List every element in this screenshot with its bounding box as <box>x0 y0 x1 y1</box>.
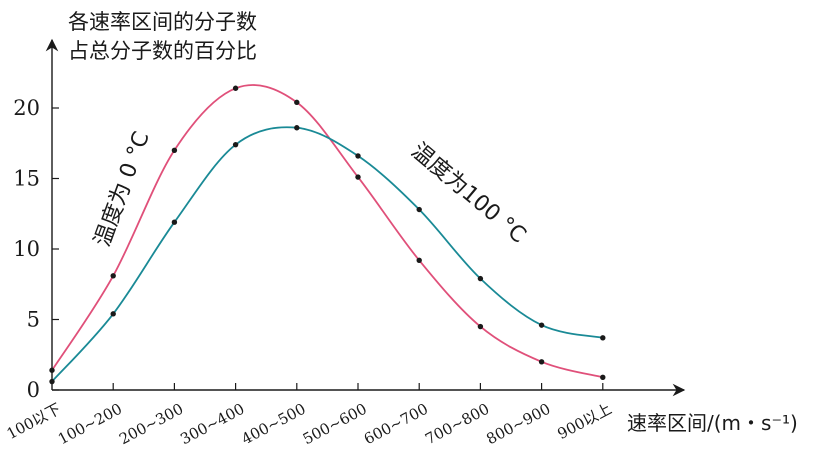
data-point <box>355 153 361 159</box>
data-point <box>294 125 300 131</box>
y-axis-title-line-1: 各速率区间的分子数 <box>68 10 257 34</box>
y-tick-label: 0 <box>27 378 40 402</box>
x-tick-label: 900以上 <box>554 400 614 443</box>
x-ticks: 100以下100~200200~300300~400400~500500~600… <box>4 383 615 448</box>
data-point <box>416 206 422 213</box>
data-point <box>416 257 422 263</box>
x-tick-label: 500~600 <box>300 400 370 449</box>
data-point <box>477 275 484 282</box>
series-points <box>49 85 606 385</box>
y-tick-label: 15 <box>13 167 40 191</box>
data-point <box>110 273 116 279</box>
data-point <box>538 322 545 328</box>
data-point <box>232 141 239 148</box>
y-axis-title-line-2: 占总分子数的百分比 <box>68 39 257 63</box>
y-tick-label: 5 <box>27 308 40 332</box>
series-label-0c: 温度为 0 °C <box>90 128 155 250</box>
series-lines <box>51 84 604 383</box>
data-point <box>600 374 606 381</box>
x-tick-label: 300~400 <box>177 400 247 449</box>
series-line-0 <box>51 84 604 379</box>
data-point <box>538 359 545 365</box>
x-tick-label: 600~700 <box>361 400 431 449</box>
data-point <box>49 367 55 373</box>
y-tick-label: 10 <box>13 237 40 261</box>
data-point <box>600 335 606 341</box>
y-tick-label: 20 <box>13 96 40 120</box>
data-point <box>294 99 300 106</box>
x-tick-label: 200~300 <box>116 400 186 449</box>
data-point <box>232 85 239 91</box>
x-tick-label: 100以下 <box>4 400 64 443</box>
x-tick-label: 800~900 <box>483 400 553 449</box>
data-point <box>110 311 116 317</box>
series-line-1 <box>51 126 603 383</box>
x-tick-label: 700~800 <box>422 400 492 449</box>
data-point <box>171 147 178 153</box>
data-point <box>355 174 361 180</box>
x-tick-label: 100~200 <box>55 400 125 449</box>
data-point <box>49 378 55 385</box>
x-tick-label: 400~500 <box>239 400 309 449</box>
data-point <box>477 323 484 330</box>
y-ticks: 0 5 10 15 20 <box>13 96 59 402</box>
x-axis-title: 速率区间/(m・s⁻¹) <box>627 411 798 435</box>
series-label-100c: 温度为100 °C <box>406 138 530 248</box>
data-point <box>171 219 178 225</box>
